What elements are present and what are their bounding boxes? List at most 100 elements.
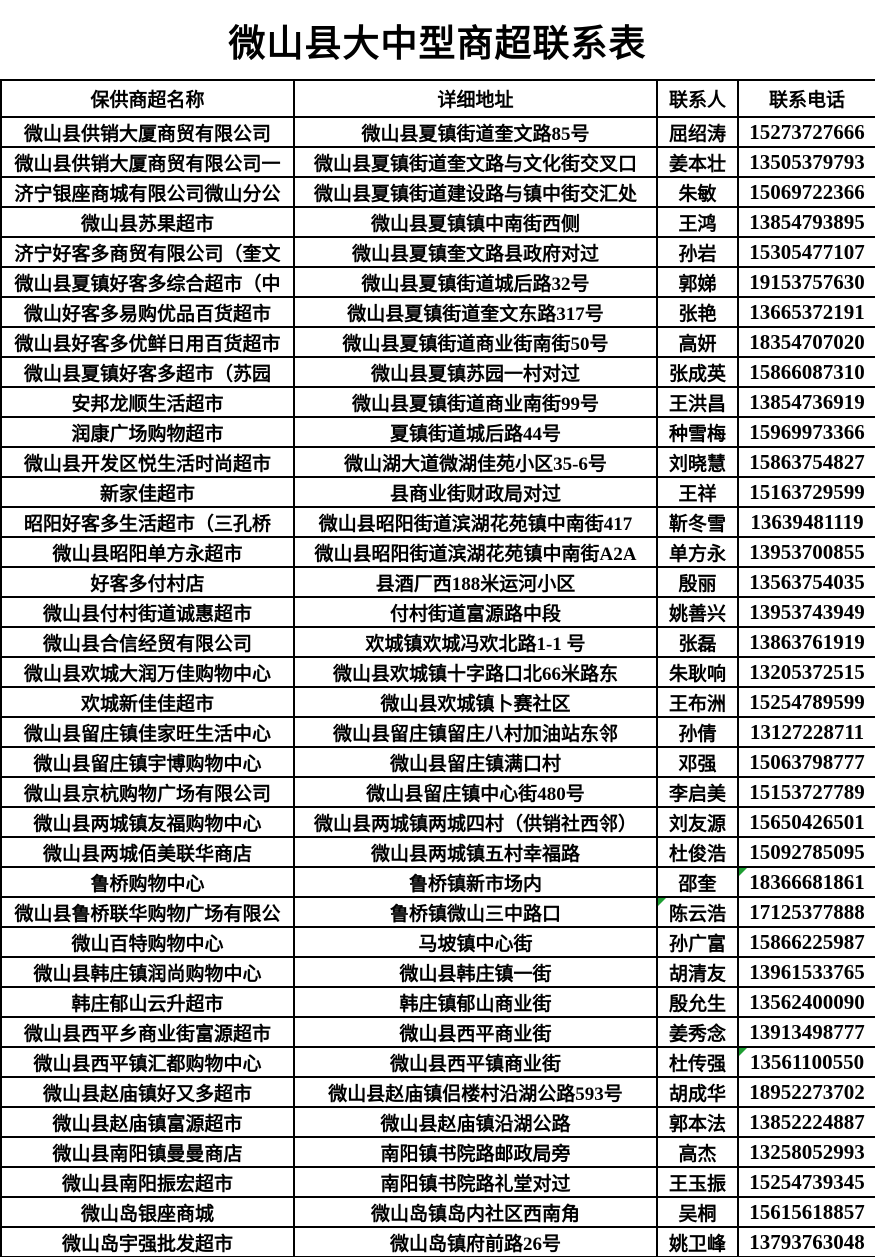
phone-cell: 15254739345: [737, 1166, 875, 1198]
contact-cell: 种雪梅: [656, 416, 739, 448]
name-cell: 微山县夏镇好客多综合超市（中: [0, 266, 295, 298]
name-cell: 昭阳好客多生活超市（三孔桥: [0, 506, 295, 538]
address-cell: 微山县两城镇两城四村（供销社西邻）: [293, 806, 658, 838]
contact-cell: 靳冬雪: [656, 506, 739, 538]
address-cell: 微山县夏镇街道商业街南街50号: [293, 326, 658, 358]
address-cell: 微山县留庄镇满口村: [293, 746, 658, 778]
contact-cell: 单方永: [656, 536, 739, 568]
phone-cell: 15615618857: [737, 1196, 875, 1228]
table-row: 微山县赵庙镇富源超市 微山县赵庙镇沿湖公路 郭本法 13852224887: [0, 1106, 875, 1138]
name-cell: 新家佳超市: [0, 476, 295, 508]
header-phone: 联系电话: [737, 79, 875, 118]
table-row: 微山县供销大厦商贸有限公司一 微山县夏镇街道奎文路与文化街交叉口 姜本壮 135053…: [0, 146, 875, 178]
address-cell: 鲁桥镇微山三中路口: [293, 896, 658, 928]
table-row: 微山县苏果超市 微山县夏镇镇中南街西侧 王鸿 13854793895: [0, 206, 875, 238]
phone-cell: 13205372515: [737, 656, 875, 688]
table-row: 韩庄郁山云升超市 韩庄镇郁山商业街 殷允生 13562400090: [0, 986, 875, 1018]
contact-cell: 姜本壮: [656, 146, 739, 178]
phone-cell: 17125377888: [737, 896, 875, 928]
phone-cell: 13854793895: [737, 206, 875, 238]
contact-cell: 吴桐: [656, 1196, 739, 1228]
address-cell: 韩庄镇郁山商业街: [293, 986, 658, 1018]
name-cell: 济宁银座商城有限公司微山分公: [0, 176, 295, 208]
phone-cell: 13852224887: [737, 1106, 875, 1138]
phone-cell: 15063798777: [737, 746, 875, 778]
phone-cell: 15305477107: [737, 236, 875, 268]
contact-cell: 胡成华: [656, 1076, 739, 1108]
address-cell: 微山县夏镇奎文路县政府对过: [293, 236, 658, 268]
contact-cell: 杜俊浩: [656, 836, 739, 868]
name-cell: 微山县西平镇汇都购物中心: [0, 1046, 295, 1078]
contact-table: 保供商超名称 详细地址 联系人 联系电话 微山县供销大厦商贸有限公司 微山县夏镇街…: [0, 79, 875, 1257]
contact-cell: 姚卫峰: [656, 1226, 739, 1257]
address-cell: 微山县夏镇街道奎文东路317号: [293, 296, 658, 328]
name-cell: 微山岛银座商城: [0, 1196, 295, 1228]
table-row: 润康广场购物超市 夏镇街道城后路44号 种雪梅 15969973366: [0, 416, 875, 448]
contact-cell: 姜秀念: [656, 1016, 739, 1048]
name-cell: 微山县赵庙镇富源超市: [0, 1106, 295, 1138]
phone-cell: 15866225987: [737, 926, 875, 958]
header-address: 详细地址: [293, 79, 658, 118]
address-cell: 微山县两城镇五村幸福路: [293, 836, 658, 868]
contact-cell: 刘晓慧: [656, 446, 739, 478]
table-row: 新家佳超市 县商业街财政局对过 王祥 15163729599: [0, 476, 875, 508]
table-row: 好客多付村店 县酒厂西188米运河小区 殷丽 13563754035: [0, 566, 875, 598]
contact-cell: 王玉振: [656, 1166, 739, 1198]
table-row: 微山县好客多优鲜日用百货超市 微山县夏镇街道商业街南街50号 高妍 183547070…: [0, 326, 875, 358]
cell-flag-icon: [659, 899, 666, 906]
table-row: 微山县西平镇汇都购物中心 微山县西平镇商业街 杜传强 13561100550: [0, 1046, 875, 1078]
phone-cell: 18354707020: [737, 326, 875, 358]
address-cell: 微山县夏镇街道奎文路与文化街交叉口: [293, 146, 658, 178]
table-body: 微山县供销大厦商贸有限公司 微山县夏镇街道奎文路85号 屈绍涛 15273727666…: [0, 116, 875, 1257]
contact-cell: 高杰: [656, 1136, 739, 1168]
name-cell: 微山县韩庄镇润尚购物中心: [0, 956, 295, 988]
phone-cell: 13563754035: [737, 566, 875, 598]
name-cell: 微山县西平乡商业街富源超市: [0, 1016, 295, 1048]
cell-flag-icon: [740, 869, 747, 876]
phone-cell: 13639481119: [737, 506, 875, 538]
table-row: 微山县付村街道诚惠超市 付村街道富源路中段 姚善兴 13953743949: [0, 596, 875, 628]
contact-cell: 刘友源: [656, 806, 739, 838]
contact-cell: 张磊: [656, 626, 739, 658]
address-cell: 微山县留庄镇中心街480号: [293, 776, 658, 808]
address-cell: 夏镇街道城后路44号: [293, 416, 658, 448]
name-cell: 微山好客多易购优品百货超市: [0, 296, 295, 328]
phone-cell: 13913498777: [737, 1016, 875, 1048]
address-cell: 微山县夏镇街道商业南街99号: [293, 386, 658, 418]
name-cell: 微山县供销大厦商贸有限公司一: [0, 146, 295, 178]
address-cell: 县酒厂西188米运河小区: [293, 566, 658, 598]
name-cell: 好客多付村店: [0, 566, 295, 598]
address-cell: 微山县赵庙镇沿湖公路: [293, 1106, 658, 1138]
contact-cell: 郭娣: [656, 266, 739, 298]
name-cell: 润康广场购物超市: [0, 416, 295, 448]
address-cell: 微山县夏镇街道城后路32号: [293, 266, 658, 298]
phone-cell: 13561100550: [737, 1046, 875, 1078]
contact-cell: 朱敏: [656, 176, 739, 208]
contact-cell: 杜传强: [656, 1046, 739, 1078]
contact-cell: 王鸿: [656, 206, 739, 238]
phone-cell: 13562400090: [737, 986, 875, 1018]
table-row: 微山县南阳镇曼曼商店 南阳镇书院路邮政局旁 高杰 13258052993: [0, 1136, 875, 1168]
table-row: 微山县赵庙镇好又多超市 微山县赵庙镇侣楼村沿湖公路593号 胡成华 189522737…: [0, 1076, 875, 1108]
phone-cell: 15153727789: [737, 776, 875, 808]
name-cell: 微山县南阳镇曼曼商店: [0, 1136, 295, 1168]
table-row: 欢城新佳佳超市 微山县欢城镇卜赛社区 王布洲 15254789599: [0, 686, 875, 718]
contact-cell: 陈云浩: [656, 896, 739, 928]
contact-cell: 殷丽: [656, 566, 739, 598]
phone-cell: 15254789599: [737, 686, 875, 718]
address-cell: 微山县夏镇苏园一村对过: [293, 356, 658, 388]
phone-cell: 13953743949: [737, 596, 875, 628]
table-row: 微山县京杭购物广场有限公司 微山县留庄镇中心街480号 李启美 15153727789: [0, 776, 875, 808]
name-cell: 微山县好客多优鲜日用百货超市: [0, 326, 295, 358]
contact-cell: 邵奎: [656, 866, 739, 898]
table-row: 微山县开发区悦生活时尚超市 微山湖大道微湖佳苑小区35-6号 刘晓慧 15863754…: [0, 446, 875, 478]
table-row: 微山县昭阳单方永超市 微山县昭阳街道滨湖花苑镇中南街A2A 单方永 139537008…: [0, 536, 875, 568]
phone-cell: 19153757630: [737, 266, 875, 298]
phone-cell: 15163729599: [737, 476, 875, 508]
phone-cell: 15650426501: [737, 806, 875, 838]
contact-cell: 孙倩: [656, 716, 739, 748]
address-cell: 微山岛镇府前路26号: [293, 1226, 658, 1257]
name-cell: 微山县欢城大润万佳购物中心: [0, 656, 295, 688]
address-cell: 微山县西平镇商业街: [293, 1046, 658, 1078]
phone-cell: 13854736919: [737, 386, 875, 418]
